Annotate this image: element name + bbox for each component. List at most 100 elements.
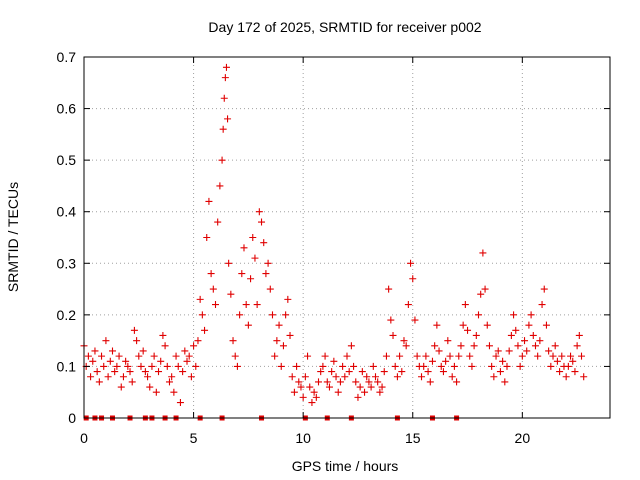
data-point <box>350 362 358 370</box>
data-point <box>144 373 152 381</box>
data-point <box>122 357 130 365</box>
data-point <box>260 239 268 247</box>
data-point <box>89 357 97 365</box>
data-point <box>315 378 323 386</box>
data-point <box>562 373 570 381</box>
data-point <box>293 362 301 370</box>
data-point <box>503 362 511 370</box>
data-point <box>402 342 410 350</box>
data-point <box>529 331 537 339</box>
data-point <box>569 357 577 365</box>
data-point <box>527 311 535 319</box>
data-point <box>492 352 500 360</box>
data-point <box>428 357 436 365</box>
data-point <box>165 378 173 386</box>
data-point <box>209 285 217 293</box>
data-point <box>321 352 329 360</box>
data-point <box>111 368 119 376</box>
data-point <box>288 373 296 381</box>
data-point <box>433 321 441 329</box>
data-point <box>332 373 340 381</box>
data-point <box>187 373 195 381</box>
data-point <box>505 347 513 355</box>
x-tick-label: 10 <box>295 430 311 446</box>
data-point <box>389 331 397 339</box>
y-tick-label: 0.3 <box>57 255 77 271</box>
data-point <box>198 311 206 319</box>
data-point <box>192 362 200 370</box>
data-point <box>279 342 287 350</box>
data-point <box>117 383 125 391</box>
data-point <box>233 362 241 370</box>
data-point <box>382 352 390 360</box>
data-point <box>275 321 283 329</box>
data-point <box>334 388 342 396</box>
data-point <box>249 234 257 241</box>
data-point <box>380 368 388 376</box>
data-point <box>391 362 399 370</box>
y-tick-label: 0.2 <box>57 307 77 323</box>
data-point <box>457 342 465 350</box>
data-point <box>128 378 136 386</box>
data-point <box>376 388 384 396</box>
data-point <box>485 342 493 350</box>
data-point <box>236 311 244 319</box>
data-point <box>150 352 158 360</box>
data-point <box>343 352 351 360</box>
data-point <box>98 352 106 360</box>
data-point <box>102 337 110 345</box>
data-point <box>523 347 531 355</box>
data-point <box>161 342 169 350</box>
data-point <box>496 368 504 376</box>
data-point <box>521 337 529 345</box>
data-point <box>146 383 154 391</box>
data-point <box>221 74 229 82</box>
data-point <box>229 337 237 345</box>
data-point <box>139 347 147 355</box>
data-point <box>290 388 298 396</box>
data-point <box>531 342 539 350</box>
data-point <box>225 259 233 267</box>
data-point <box>575 331 583 339</box>
y-tick-label: 0.6 <box>57 101 77 117</box>
data-point <box>185 352 193 360</box>
data-point <box>426 378 434 386</box>
data-point <box>396 352 404 360</box>
data-point <box>512 326 520 334</box>
data-point <box>183 357 191 365</box>
data-point <box>534 352 542 360</box>
data-point <box>466 352 474 360</box>
data-point <box>306 383 314 391</box>
data-point <box>475 311 482 319</box>
data-point <box>580 373 588 381</box>
data-point <box>104 373 112 381</box>
data-point <box>518 352 526 360</box>
data-point <box>393 373 401 381</box>
data-point <box>567 352 575 360</box>
data-point <box>446 352 454 360</box>
data-point <box>387 316 395 324</box>
data-point <box>494 347 502 355</box>
data-point <box>507 331 515 339</box>
data-point <box>286 331 294 339</box>
data-point <box>424 368 432 376</box>
data-point <box>295 378 303 386</box>
grid-lines <box>84 57 610 418</box>
data-point <box>378 383 386 391</box>
data-point <box>461 301 469 309</box>
data-point <box>205 197 213 205</box>
data-point <box>159 331 167 339</box>
data-point <box>328 368 336 376</box>
data-point <box>538 301 546 309</box>
data-point <box>84 352 92 360</box>
data-point <box>130 326 138 334</box>
data-point <box>95 378 103 386</box>
data-point <box>490 373 498 381</box>
data-point <box>216 182 224 190</box>
data-point <box>499 357 507 365</box>
data-point <box>400 337 408 345</box>
data-point <box>282 311 290 319</box>
y-tick-label: 0.7 <box>57 49 77 65</box>
data-point <box>190 342 198 350</box>
data-point <box>227 290 235 298</box>
